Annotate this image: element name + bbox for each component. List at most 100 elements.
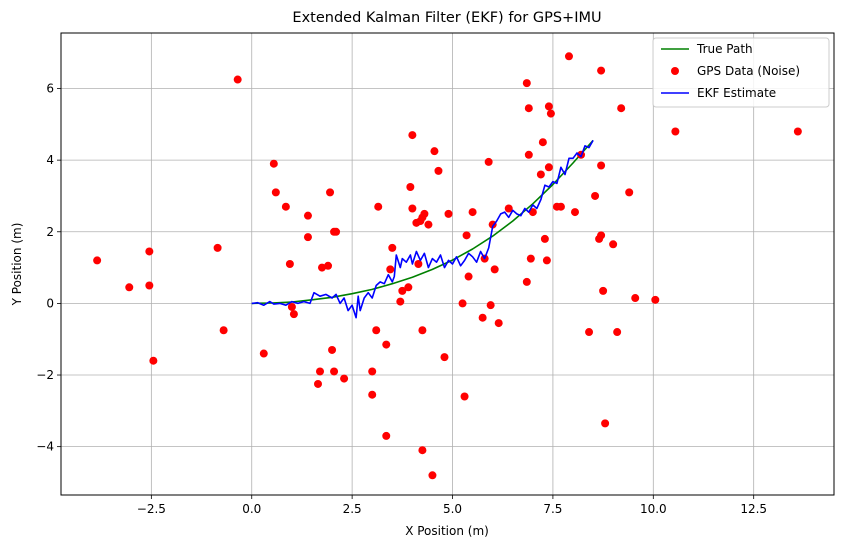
- gps-point: [328, 345, 337, 354]
- legend-label-ekf-estimate: EKF Estimate: [697, 86, 776, 100]
- gps-point: [464, 272, 473, 281]
- gps-point: [564, 52, 573, 61]
- gps-point: [368, 367, 377, 376]
- gps-point: [382, 431, 391, 440]
- gps-point: [259, 349, 268, 358]
- gps-point: [213, 243, 222, 252]
- gps-point: [313, 379, 322, 388]
- legend-label-gps-data: GPS Data (Noise): [697, 64, 800, 78]
- legend: True Path GPS Data (Noise) EKF Estimate: [652, 37, 830, 108]
- gps-point: [287, 302, 296, 311]
- gps-point: [617, 104, 626, 113]
- gps-point: [526, 254, 535, 263]
- gps-point: [368, 390, 377, 399]
- gps-point: [671, 127, 680, 136]
- x-axis-label: X Position (m): [405, 524, 489, 538]
- gps-point: [601, 419, 610, 428]
- y-axis-label: Y Position (m): [10, 223, 24, 307]
- gps-point: [597, 231, 606, 240]
- true-path-line: [251, 139, 594, 305]
- legend-swatch-gps-data: [671, 67, 679, 75]
- gps-point: [330, 367, 339, 376]
- gps-point: [486, 301, 495, 310]
- gps-point: [625, 188, 634, 197]
- gps-point: [324, 261, 333, 270]
- gps-point: [494, 319, 503, 328]
- gps-point: [414, 260, 423, 268]
- gps-point: [125, 283, 134, 292]
- gps-point: [444, 209, 453, 218]
- ekf-estimate-line: [251, 140, 594, 319]
- gps-point: [418, 326, 427, 335]
- gps-point: [556, 202, 565, 211]
- gps-point: [340, 374, 349, 383]
- x-tick-label: −2.5: [137, 502, 166, 516]
- gps-point: [458, 299, 467, 308]
- gps-point: [522, 277, 531, 286]
- gps-point: [388, 243, 397, 252]
- gps-point: [570, 208, 579, 217]
- gps-point: [424, 220, 433, 229]
- gps-point: [524, 104, 533, 113]
- grid: [61, 33, 834, 495]
- gps-point: [428, 471, 437, 480]
- gps-point: [285, 260, 294, 268]
- x-tick-label: 7.5: [543, 502, 562, 516]
- gps-point: [597, 66, 606, 75]
- gps-point: [544, 102, 553, 111]
- gps-point: [386, 265, 395, 274]
- y-tick-label: 6: [46, 82, 54, 96]
- x-tick-label: 12.5: [740, 502, 767, 516]
- gps-point: [318, 263, 327, 272]
- gps-point: [271, 188, 280, 197]
- gps-point: [538, 138, 547, 147]
- gps-point: [522, 79, 531, 88]
- gps-point: [524, 150, 533, 159]
- gps-point: [591, 191, 600, 200]
- gps-point: [93, 256, 102, 265]
- gps-point: [420, 209, 429, 218]
- x-tick-label: 5.0: [443, 502, 462, 516]
- gps-point: [149, 356, 158, 365]
- gps-point: [651, 295, 660, 304]
- x-tick-label: 0.0: [242, 502, 261, 516]
- gps-point: [504, 204, 513, 213]
- gps-point: [145, 247, 154, 256]
- gps-point: [372, 326, 381, 335]
- gps-point: [542, 256, 551, 265]
- gps-point: [382, 340, 391, 349]
- gps-point: [462, 231, 471, 240]
- gps-point: [434, 166, 443, 175]
- gps-point: [544, 163, 553, 172]
- gps-point: [490, 265, 499, 274]
- ticks: −2.5 0.0 2.5 5.0 7.5 10.0 12.5 −4 −2 0 2 4 6: [36, 82, 767, 516]
- chart-title: Extended Kalman Filter (EKF) for GPS+IMU: [292, 10, 601, 26]
- gps-point: [396, 297, 405, 306]
- gps-point: [613, 328, 622, 337]
- y-tick-label: −4: [36, 440, 54, 454]
- gps-point: [326, 188, 335, 197]
- gps-point: [145, 281, 154, 290]
- gps-point: [289, 310, 298, 319]
- x-tick-label: 2.5: [343, 502, 362, 516]
- plot-frame: [60, 32, 835, 496]
- gps-point: [536, 170, 545, 179]
- gps-point: [468, 208, 477, 217]
- gps-point: [478, 313, 487, 322]
- gps-point: [631, 294, 640, 303]
- gps-point: [597, 161, 606, 170]
- gps-point: [219, 326, 228, 335]
- gps-point: [374, 202, 383, 211]
- gps-point: [484, 157, 493, 166]
- y-tick-label: −2: [36, 368, 54, 382]
- legend-box: [652, 37, 830, 108]
- gps-point: [332, 227, 341, 236]
- gps-point: [303, 211, 312, 220]
- gps-point: [418, 446, 427, 455]
- gps-point: [609, 240, 618, 249]
- gps-point: [406, 183, 415, 191]
- series-layer: [93, 52, 802, 480]
- gps-point: [316, 367, 325, 376]
- gps-point: [303, 233, 312, 242]
